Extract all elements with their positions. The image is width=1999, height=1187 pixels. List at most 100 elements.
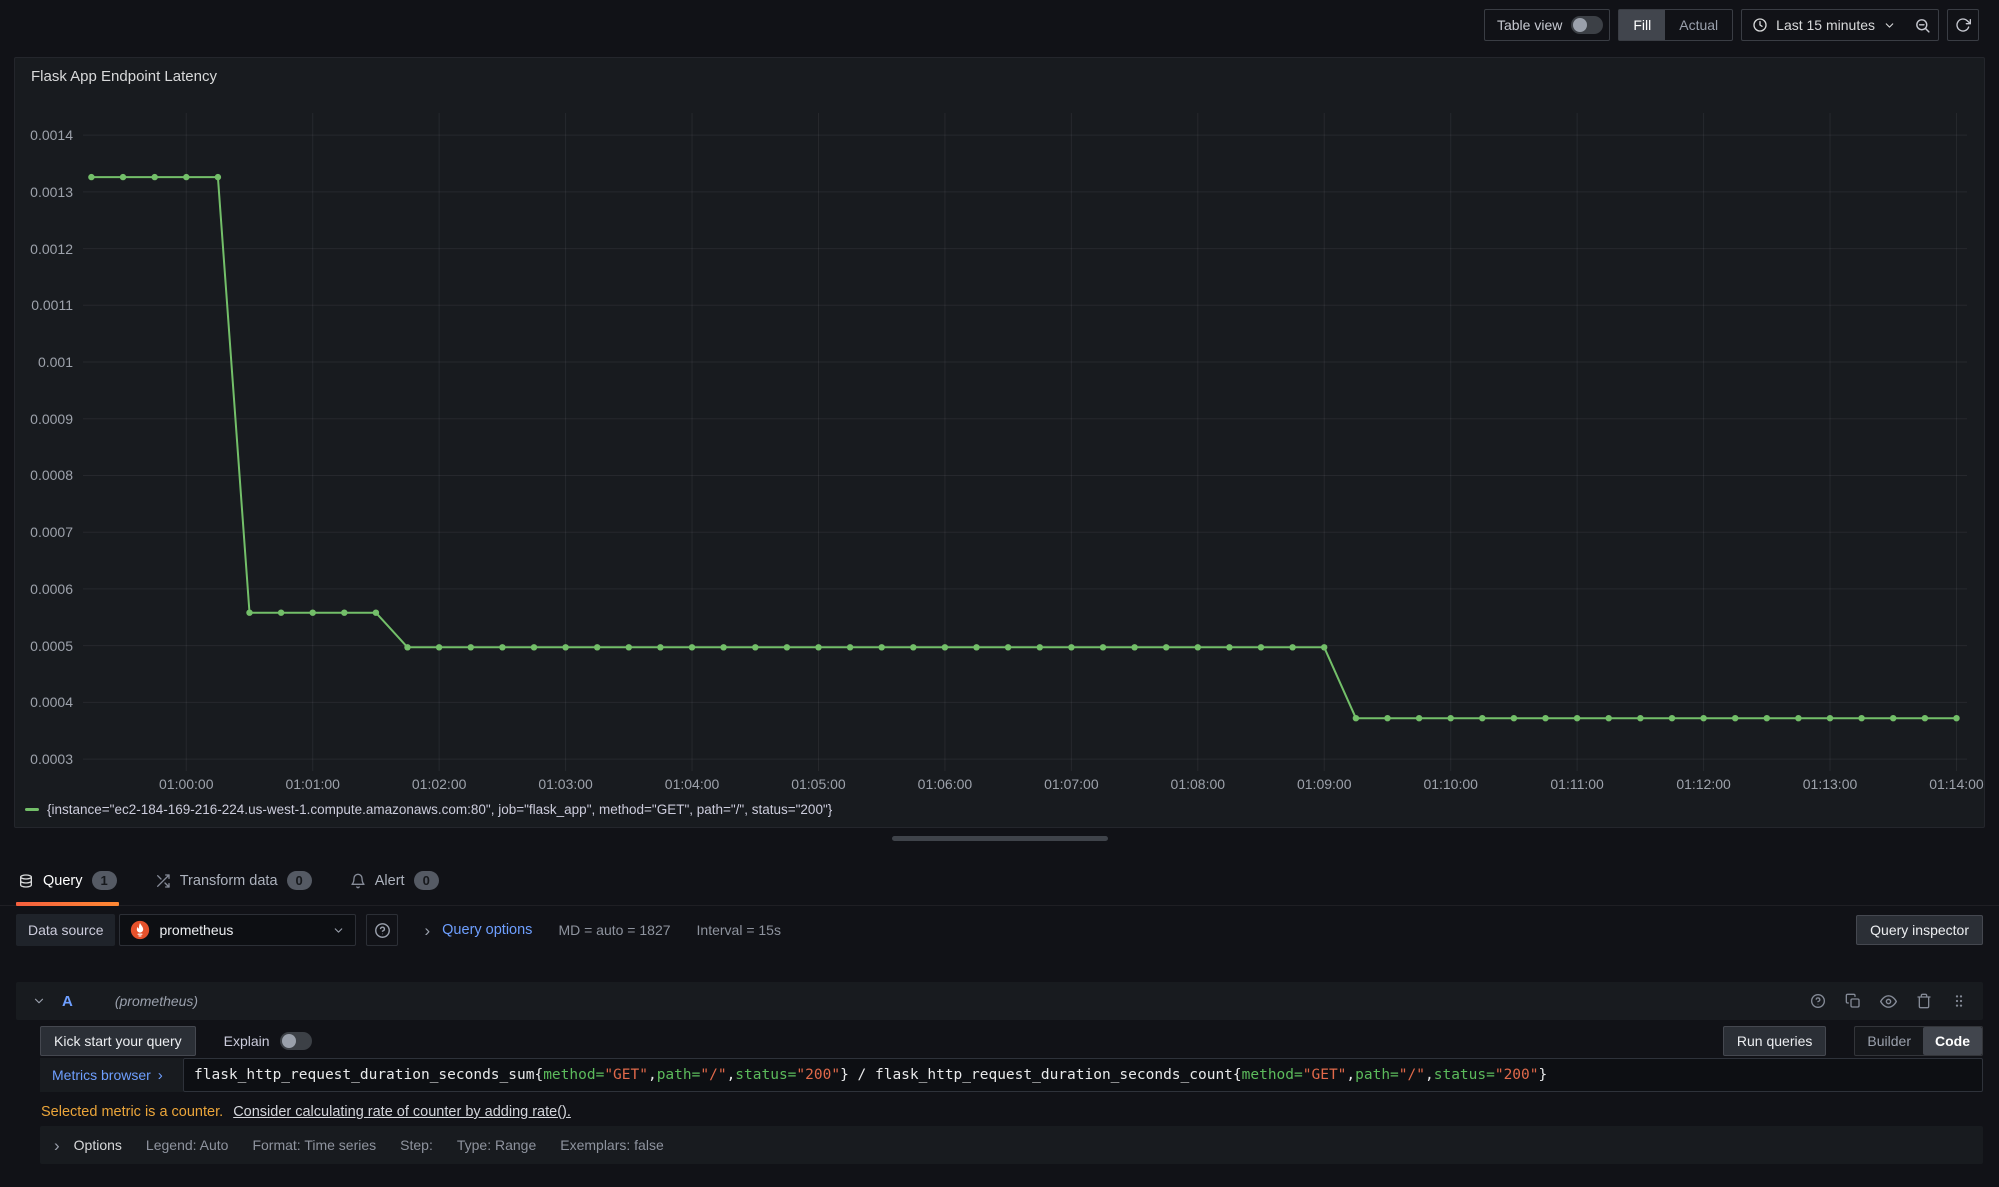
promql-expression: flask_http_request_duration_seconds_sum{… (194, 1067, 1547, 1083)
tab-alert-label: Alert (375, 873, 405, 889)
fill-actual-group: Fill Actual (1618, 9, 1733, 41)
tab-alert[interactable]: Alert 0 (348, 856, 441, 906)
options-exemplars: Exemplars: false (560, 1137, 663, 1153)
counter-warning: Selected metric is a counter. Consider c… (41, 1104, 1983, 1120)
query-help-button[interactable] (1810, 993, 1826, 1009)
query-ref-id: A (62, 993, 73, 1010)
query-options-label: Query options (442, 922, 532, 938)
query-options-strip: › Options Legend: Auto Format: Time seri… (40, 1126, 1983, 1164)
copy-icon (1845, 993, 1861, 1009)
tab-alert-count: 0 (414, 871, 439, 890)
actual-button[interactable]: Actual (1665, 10, 1732, 40)
collapse-chevron-icon[interactable] (32, 994, 46, 1008)
y-axis: 0.0014 0.0013 0.0012 0.0011 0.001 0.0009 0.000… (15, 58, 73, 827)
duplicate-query-button[interactable] (1845, 993, 1861, 1009)
query-options-toggle[interactable]: › Query options (424, 922, 532, 939)
add-rate-hint-link[interactable]: Consider calculating rate of counter by … (233, 1104, 571, 1120)
datasource-label: Data source (16, 914, 115, 946)
time-picker-group: Last 15 minutes (1741, 9, 1939, 41)
chevron-down-icon (332, 924, 345, 937)
kick-start-query-button[interactable]: Kick start your query (40, 1026, 196, 1056)
y-tick-label: 0.0008 (15, 467, 73, 483)
clock-icon (1752, 17, 1768, 33)
y-tick-label: 0.001 (15, 354, 73, 370)
help-circle-icon (1810, 993, 1826, 1009)
trash-icon (1916, 993, 1932, 1009)
expression-row: Metrics browser › flask_http_request_dur… (40, 1058, 1983, 1092)
datasource-picker[interactable]: prometheus (119, 914, 356, 946)
datasource-help-button[interactable] (366, 914, 398, 946)
tab-bar: Query 1 Transform data 0 Alert 0 (0, 856, 1999, 906)
y-tick-label: 0.0012 (15, 241, 73, 257)
refresh-button[interactable] (1947, 9, 1979, 41)
tab-query-label: Query (43, 873, 83, 889)
zoom-out-icon (1914, 17, 1931, 34)
editor-mode-group: Builder Code (1854, 1026, 1983, 1056)
code-mode-button[interactable]: Code (1923, 1027, 1982, 1055)
tab-query-count: 1 (92, 871, 117, 890)
database-icon (18, 873, 34, 889)
y-tick-label: 0.0004 (15, 694, 73, 710)
tab-transform-data[interactable]: Transform data 0 (153, 856, 314, 906)
y-tick-label: 0.0009 (15, 411, 73, 427)
table-view-label: Table view (1497, 17, 1562, 33)
panel-resize-handle[interactable] (892, 836, 1108, 841)
options-expander[interactable]: › Options (54, 1137, 122, 1154)
y-tick-label: 0.0013 (15, 184, 73, 200)
metrics-browser-button[interactable]: Metrics browser › (40, 1058, 183, 1092)
drag-handle[interactable] (1951, 993, 1967, 1009)
legend-series-swatch (25, 808, 39, 811)
y-tick-label: 0.0014 (15, 127, 73, 143)
chevron-right-icon: › (424, 922, 430, 939)
zoom-out-time-button[interactable] (1906, 10, 1938, 40)
grafana-panel-edit-view: Table view Fill Actual Last 15 minutes F… (0, 0, 1999, 1187)
explain-label: Explain (224, 1033, 270, 1049)
refresh-icon (1955, 17, 1971, 33)
legend-series-label: {instance="ec2-184-169-216-224.us-west-1… (47, 802, 832, 817)
toggle-knob (1573, 18, 1587, 32)
options-label: Options (74, 1137, 122, 1153)
latency-chart[interactable] (15, 58, 1986, 829)
builder-mode-button[interactable]: Builder (1855, 1027, 1923, 1055)
y-tick-label: 0.0011 (15, 297, 73, 313)
latency-panel: Flask App Endpoint Latency 0.00140.00130… (14, 57, 1985, 828)
prometheus-icon (130, 920, 150, 940)
metrics-browser-label: Metrics browser (52, 1067, 151, 1083)
query-options-md: MD = auto = 1827 (558, 922, 670, 938)
tab-query[interactable]: Query 1 (16, 856, 119, 906)
datasource-value: prometheus (159, 922, 323, 938)
grip-dots-icon (1951, 993, 1967, 1009)
y-tick-label: 0.0005 (15, 638, 73, 654)
query-datasource-hint: (prometheus) (115, 993, 198, 1009)
time-range-picker[interactable]: Last 15 minutes (1742, 10, 1906, 40)
options-step: Step: (400, 1137, 433, 1153)
explain-toggle[interactable] (280, 1032, 312, 1050)
chevron-down-icon (1883, 19, 1896, 32)
delete-query-button[interactable] (1916, 993, 1932, 1009)
query-inspector-button[interactable]: Query inspector (1856, 915, 1983, 945)
chevron-right-icon: › (54, 1137, 60, 1154)
y-tick-label: 0.0007 (15, 524, 73, 540)
run-queries-button[interactable]: Run queries (1723, 1026, 1827, 1056)
help-circle-icon (374, 922, 391, 939)
options-type: Type: Range (457, 1137, 536, 1153)
time-range-label: Last 15 minutes (1776, 17, 1875, 33)
query-row-header: A (prometheus) (16, 982, 1983, 1020)
bell-icon (350, 873, 366, 889)
tab-transform-label: Transform data (180, 873, 278, 889)
tab-transform-count: 0 (287, 871, 312, 890)
top-toolbar: Table view Fill Actual Last 15 minutes (0, 0, 1999, 50)
fill-button[interactable]: Fill (1619, 10, 1665, 40)
query-editor-toolbar: Kick start your query Explain Run querie… (40, 1026, 1983, 1056)
options-legend: Legend: Auto (146, 1137, 229, 1153)
y-tick-label: 0.0003 (15, 751, 73, 767)
query-row-actions (1810, 993, 1967, 1010)
eye-icon (1880, 993, 1897, 1010)
table-view-control: Table view (1484, 9, 1610, 41)
promql-query-input[interactable]: flask_http_request_duration_seconds_sum{… (183, 1058, 1983, 1092)
legend-item[interactable]: {instance="ec2-184-169-216-224.us-west-1… (25, 802, 832, 817)
table-view-toggle[interactable] (1571, 16, 1603, 34)
toggle-query-visibility-button[interactable] (1880, 993, 1897, 1010)
chevron-right-icon: › (158, 1068, 163, 1083)
transform-icon (155, 873, 171, 889)
